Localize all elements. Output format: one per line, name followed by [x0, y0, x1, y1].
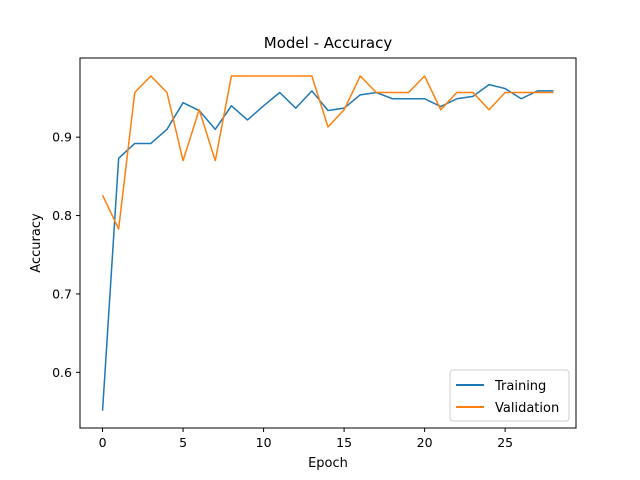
plot-frame	[79, 57, 577, 429]
x-tick-label: 5	[179, 435, 187, 450]
y-tick-label: 0.8	[52, 208, 72, 223]
series-line-training	[101, 83, 554, 411]
x-tick-label: 20	[417, 435, 433, 450]
plot-area	[80, 58, 576, 428]
x-tick-label: 25	[497, 435, 513, 450]
legend-label-validation: Validation	[495, 401, 559, 416]
y-tick-label: 0.6	[52, 365, 72, 380]
y-axis-ticks: 0.6 0.7 0.8 0.9	[52, 130, 80, 380]
y-axis-label: Accuracy	[29, 213, 44, 273]
chart-title: Model - Accuracy	[264, 34, 393, 52]
x-axis-ticks: 0 5 10 15 20 25	[99, 428, 513, 450]
y-tick-label: 0.9	[52, 130, 72, 145]
series-line-validation	[101, 75, 554, 230]
series-layer	[101, 75, 554, 411]
x-tick-label: 10	[256, 435, 272, 450]
y-tick-label: 0.7	[52, 286, 72, 301]
legend: Training Validation	[449, 369, 570, 422]
legend-label-training: Training	[494, 379, 546, 394]
x-tick-label: 15	[336, 435, 352, 450]
x-tick-label: 0	[99, 435, 107, 450]
legend-box	[449, 369, 570, 422]
x-axis-label: Epoch	[308, 456, 348, 471]
